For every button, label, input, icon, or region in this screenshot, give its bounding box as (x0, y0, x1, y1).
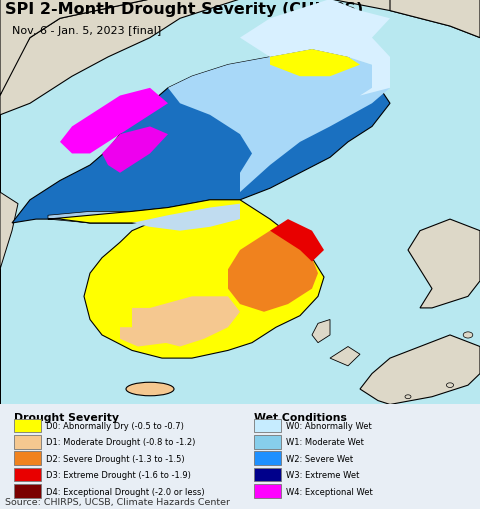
FancyBboxPatch shape (14, 451, 41, 465)
FancyBboxPatch shape (14, 435, 41, 449)
FancyBboxPatch shape (254, 484, 281, 498)
Text: SPI 2-Month Drought Severity (CHIRPS): SPI 2-Month Drought Severity (CHIRPS) (5, 2, 363, 17)
Polygon shape (48, 201, 240, 223)
Text: W1: Moderate Wet: W1: Moderate Wet (286, 437, 364, 446)
FancyBboxPatch shape (254, 435, 281, 449)
Polygon shape (312, 320, 330, 343)
Text: D2: Severe Drought (-1.3 to -1.5): D2: Severe Drought (-1.3 to -1.5) (46, 454, 185, 463)
Polygon shape (330, 347, 360, 366)
Polygon shape (132, 204, 240, 231)
Circle shape (83, 123, 97, 132)
FancyBboxPatch shape (254, 419, 281, 432)
Circle shape (113, 107, 127, 117)
FancyBboxPatch shape (254, 468, 281, 482)
FancyBboxPatch shape (14, 468, 41, 482)
Polygon shape (390, 0, 480, 39)
Circle shape (101, 111, 115, 120)
Circle shape (446, 383, 454, 388)
Text: W0: Abnormally Wet: W0: Abnormally Wet (286, 421, 372, 430)
Polygon shape (102, 127, 168, 174)
Circle shape (405, 395, 411, 399)
Text: W2: Severe Wet: W2: Severe Wet (286, 454, 353, 463)
Text: D0: Abnormally Dry (-0.5 to -0.7): D0: Abnormally Dry (-0.5 to -0.7) (46, 421, 184, 430)
Polygon shape (270, 50, 360, 77)
Polygon shape (0, 193, 18, 270)
Circle shape (463, 332, 473, 338)
Polygon shape (360, 335, 480, 405)
Circle shape (125, 99, 139, 109)
Polygon shape (120, 316, 192, 347)
Polygon shape (0, 0, 480, 96)
Text: W4: Exceptional Wet: W4: Exceptional Wet (286, 487, 373, 496)
FancyBboxPatch shape (14, 484, 41, 498)
Polygon shape (408, 220, 480, 308)
Polygon shape (240, 0, 390, 116)
Polygon shape (0, 0, 240, 405)
Text: Drought Severity: Drought Severity (14, 412, 120, 422)
Text: D4: Exceptional Drought (-2.0 or less): D4: Exceptional Drought (-2.0 or less) (46, 487, 204, 496)
Polygon shape (168, 50, 390, 193)
Polygon shape (228, 231, 318, 312)
Text: W3: Extreme Wet: W3: Extreme Wet (286, 470, 360, 479)
Text: Nov. 6 - Jan. 5, 2023 [final]: Nov. 6 - Jan. 5, 2023 [final] (12, 26, 161, 36)
Polygon shape (132, 297, 240, 347)
FancyBboxPatch shape (14, 419, 41, 432)
FancyBboxPatch shape (254, 451, 281, 465)
Polygon shape (270, 220, 324, 262)
Text: Source: CHIRPS, UCSB, Climate Hazards Center: Source: CHIRPS, UCSB, Climate Hazards Ce… (5, 497, 230, 506)
Text: D1: Moderate Drought (-0.8 to -1.2): D1: Moderate Drought (-0.8 to -1.2) (46, 437, 195, 446)
Polygon shape (48, 201, 324, 358)
Polygon shape (60, 89, 168, 154)
Text: Wet Conditions: Wet Conditions (254, 412, 347, 422)
Polygon shape (12, 50, 390, 223)
Ellipse shape (126, 382, 174, 396)
Text: D3: Extreme Drought (-1.6 to -1.9): D3: Extreme Drought (-1.6 to -1.9) (46, 470, 191, 479)
